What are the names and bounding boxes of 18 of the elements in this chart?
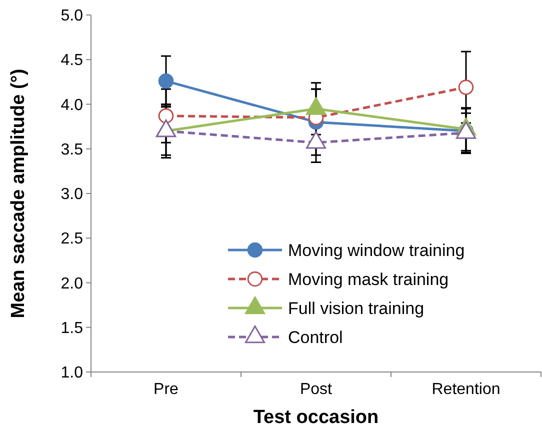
y-tick-label: 2.5 (60, 230, 84, 248)
x-tick-label: Pre (154, 381, 179, 398)
x-tick-label: Post (300, 381, 333, 398)
legend-label: Control (288, 328, 343, 347)
legend-label: Moving window training (288, 240, 465, 260)
x-axis-title: Test occasion (253, 407, 379, 428)
y-axis-title: Mean saccade amplitude (°) (8, 68, 29, 318)
y-tick-label: 1.5 (60, 320, 84, 337)
y-tick-label: 3.5 (60, 141, 84, 158)
y-tick-label: 3.0 (60, 186, 84, 204)
x-tick-label: Retention (432, 381, 500, 398)
y-tick-label: 2.0 (60, 275, 84, 292)
y-tick-label: 4.5 (60, 52, 84, 70)
legend-label: Moving mask training (288, 270, 449, 289)
legend-label: Full vision training (288, 298, 424, 318)
y-tick-label: 1.0 (60, 364, 84, 382)
y-tick-label: 4.0 (60, 96, 84, 114)
y-tick-label: 5.0 (60, 8, 84, 25)
